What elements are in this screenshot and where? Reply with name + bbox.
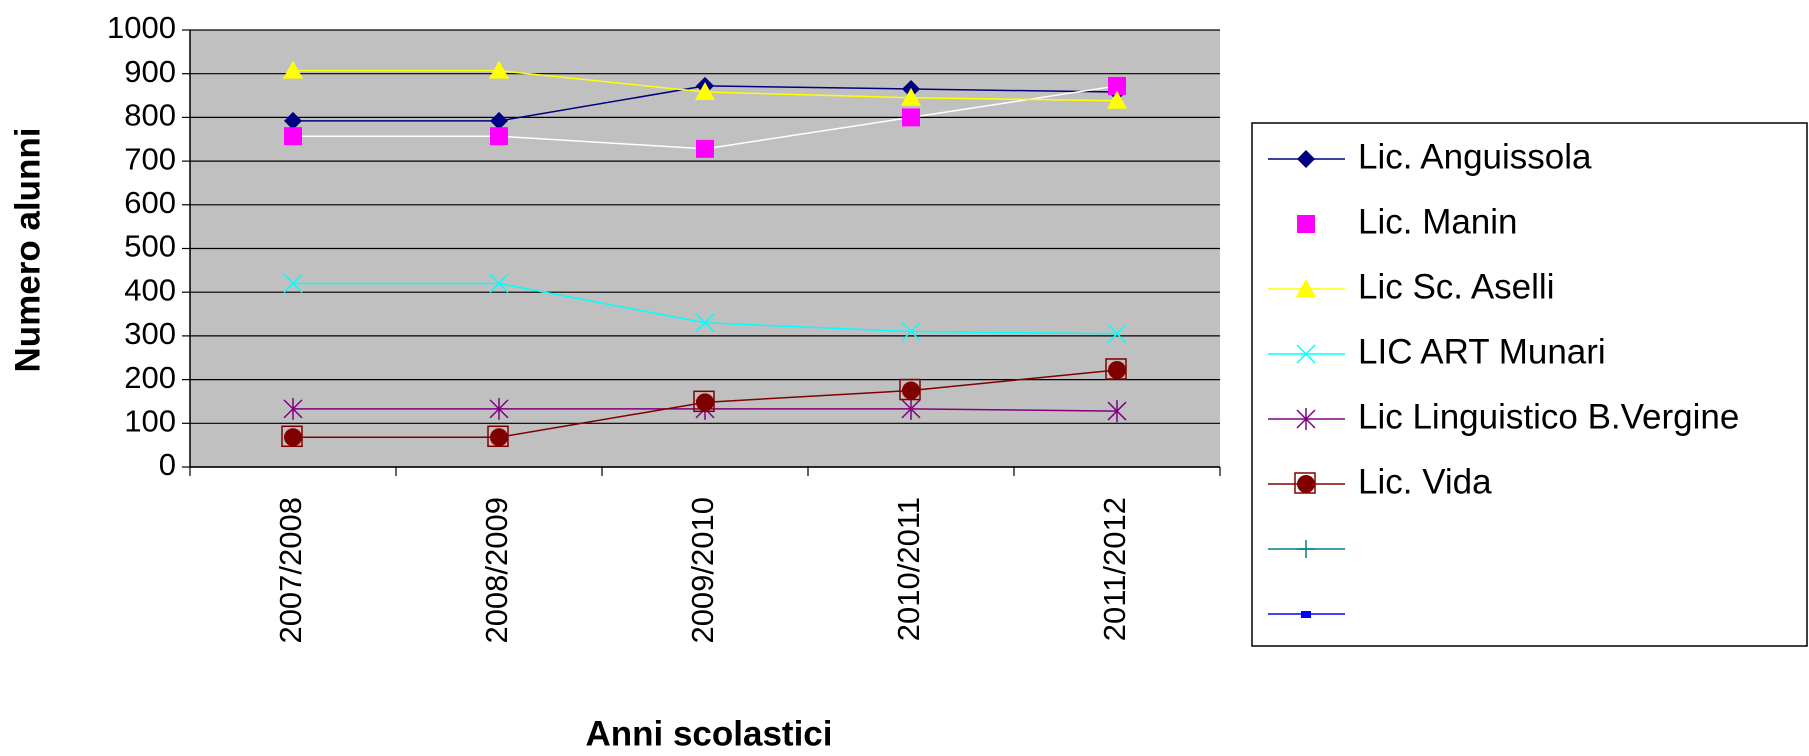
marker	[490, 127, 508, 146]
marker	[1297, 540, 1315, 558]
marker	[281, 425, 303, 448]
x-tick-label: 2008/2009	[479, 497, 514, 644]
marker	[901, 397, 921, 420]
marker	[1296, 344, 1316, 364]
marker	[1297, 215, 1315, 233]
marker	[283, 60, 303, 79]
marker	[489, 397, 509, 420]
y-tick-label: 900	[124, 54, 176, 89]
marker	[1296, 279, 1316, 297]
marker	[1297, 150, 1315, 168]
marker	[1107, 400, 1127, 423]
legend-label: Lic. Manin	[1358, 202, 1518, 241]
y-tick-label: 700	[124, 141, 176, 176]
legend-label: Lic Sc. Aselli	[1358, 267, 1554, 306]
y-tick-label: 400	[124, 272, 176, 307]
marker	[487, 425, 509, 448]
legend-label: LIC ART Munari	[1358, 332, 1606, 371]
y-tick-label: 0	[159, 447, 176, 482]
legend-label: Lic. Vida	[1358, 462, 1492, 501]
marker	[899, 378, 921, 401]
marker	[283, 273, 303, 293]
marker	[695, 313, 715, 333]
marker	[695, 82, 715, 101]
marker	[1108, 76, 1126, 95]
legend-label: Lic. Anguissola	[1358, 137, 1592, 176]
marker	[489, 273, 509, 293]
y-tick-label: 1000	[107, 10, 176, 45]
y-tick-label: 800	[124, 98, 176, 133]
y-tick-label: 500	[124, 229, 176, 264]
marker	[901, 87, 921, 106]
marker	[902, 108, 920, 127]
marker	[1107, 90, 1127, 109]
marker	[1296, 408, 1316, 430]
marker	[693, 390, 715, 413]
legend-box	[1251, 122, 1808, 647]
marker	[284, 127, 302, 146]
marker	[283, 397, 303, 420]
legend-label: Lic Linguistico B.Vergine	[1358, 397, 1739, 436]
x-tick-label: 2007/2008	[273, 497, 308, 644]
x-tick-label: 2009/2010	[685, 497, 720, 644]
y-tick-label: 100	[124, 403, 176, 438]
y-axis-title: Numero alunni	[8, 127, 47, 372]
marker	[1105, 358, 1127, 380]
marker	[489, 60, 509, 79]
x-tick-label: 2010/2011	[891, 497, 926, 641]
marker	[901, 321, 921, 342]
x-axis-title: Anni scolastici	[585, 714, 832, 753]
y-tick-label: 300	[124, 316, 176, 351]
marker	[1107, 324, 1127, 344]
y-tick-label: 200	[124, 360, 176, 395]
marker	[284, 111, 302, 130]
x-tick-label: 2011/2012	[1097, 497, 1132, 641]
marker	[696, 139, 714, 158]
marker	[1294, 472, 1316, 494]
marker	[1301, 611, 1311, 618]
marker	[490, 111, 508, 130]
y-tick-label: 600	[124, 185, 176, 220]
